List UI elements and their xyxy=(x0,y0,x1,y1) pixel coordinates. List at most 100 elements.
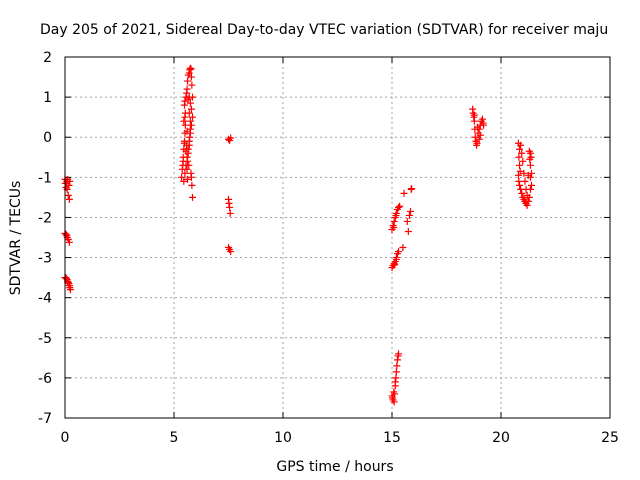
data-point xyxy=(186,66,194,74)
data-point xyxy=(518,189,526,197)
data-point xyxy=(391,378,399,386)
data-point xyxy=(516,167,524,175)
data-point xyxy=(180,139,188,147)
data-point xyxy=(62,274,70,282)
data-point xyxy=(227,248,235,256)
data-point xyxy=(187,121,195,129)
y-tick-label-2: -5 xyxy=(38,331,52,347)
data-point xyxy=(515,153,523,161)
data-point xyxy=(227,134,235,142)
x-tick-label-1: 5 xyxy=(170,430,179,446)
data-point xyxy=(187,65,195,73)
data-point xyxy=(524,197,532,205)
data-point xyxy=(187,73,195,81)
y-tick-label-6: -1 xyxy=(38,170,52,186)
data-point xyxy=(471,133,479,141)
data-point xyxy=(396,202,404,210)
data-point xyxy=(181,121,189,129)
data-point xyxy=(188,81,196,89)
data-point xyxy=(186,99,194,107)
x-tick-label-2: 10 xyxy=(274,430,292,446)
data-point xyxy=(516,145,524,153)
data-point xyxy=(183,89,191,97)
data-point xyxy=(64,191,72,199)
data-point xyxy=(403,217,411,225)
data-point xyxy=(179,153,187,161)
tick-label-layer: 0 5 10 15 20 25 -7 -6 -5 -4 -3 -2 -1 0 1 2 xyxy=(38,50,619,446)
data-point xyxy=(521,177,529,185)
data-point xyxy=(392,256,400,264)
chart-title: Day 205 of 2021, Sidereal Day-to-day VTE… xyxy=(40,22,608,38)
y-tick-label-8: 1 xyxy=(43,90,52,106)
data-point xyxy=(391,261,399,269)
data-point xyxy=(399,244,407,252)
y-tick-label-3: -4 xyxy=(38,291,52,307)
x-tick-label-3: 15 xyxy=(383,430,401,446)
data-point xyxy=(184,157,192,165)
data-point xyxy=(516,181,524,189)
data-point xyxy=(187,169,195,177)
data-point xyxy=(515,177,523,185)
data-point xyxy=(185,93,193,101)
data-point xyxy=(408,185,416,193)
data-point xyxy=(526,155,534,163)
data-point-layer xyxy=(61,64,536,406)
data-point xyxy=(400,189,408,197)
data-point xyxy=(66,177,74,185)
data-point xyxy=(522,185,530,193)
data-point xyxy=(189,193,197,201)
data-point xyxy=(181,109,189,117)
x-axis-label: GPS time / hours xyxy=(276,459,393,475)
data-point xyxy=(186,64,194,72)
data-point xyxy=(473,139,481,147)
data-point xyxy=(525,147,533,155)
data-point xyxy=(524,171,532,179)
data-point xyxy=(393,362,401,370)
data-point xyxy=(395,203,403,211)
data-point xyxy=(186,117,194,125)
y-tick-label-9: 2 xyxy=(43,50,52,66)
data-point xyxy=(516,161,524,169)
x-tick-label-5: 25 xyxy=(601,430,619,446)
data-point xyxy=(182,147,190,155)
data-point xyxy=(407,207,415,215)
data-point xyxy=(392,374,400,382)
data-point xyxy=(188,181,196,189)
plot-frame xyxy=(64,56,611,419)
x-tick-label-0: 0 xyxy=(61,430,70,446)
y-tick-label-7: 0 xyxy=(43,130,52,146)
data-point xyxy=(476,131,484,139)
data-point xyxy=(64,278,72,286)
data-point xyxy=(404,227,412,235)
data-point xyxy=(523,191,531,199)
y-tick-label-5: -2 xyxy=(38,210,52,226)
data-point xyxy=(528,181,536,189)
data-point xyxy=(392,368,400,376)
data-point xyxy=(390,398,398,406)
data-point xyxy=(519,157,527,165)
data-point xyxy=(180,117,188,125)
data-point xyxy=(225,199,233,207)
data-point xyxy=(518,149,526,157)
data-point xyxy=(62,230,70,238)
y-tick-label-1: -6 xyxy=(38,371,52,387)
data-point xyxy=(470,111,478,119)
data-point xyxy=(66,286,74,294)
data-point xyxy=(473,123,481,131)
data-point xyxy=(178,173,186,181)
data-point xyxy=(478,115,486,123)
data-point xyxy=(480,121,488,129)
data-point xyxy=(395,350,403,358)
data-point xyxy=(183,127,191,135)
data-point xyxy=(475,135,483,143)
data-point xyxy=(514,171,522,179)
data-point xyxy=(184,175,192,183)
grid-layer xyxy=(65,57,610,418)
data-point xyxy=(395,248,403,256)
data-point xyxy=(226,209,234,217)
data-point xyxy=(181,169,189,177)
data-point xyxy=(184,77,192,85)
data-point xyxy=(186,133,194,141)
